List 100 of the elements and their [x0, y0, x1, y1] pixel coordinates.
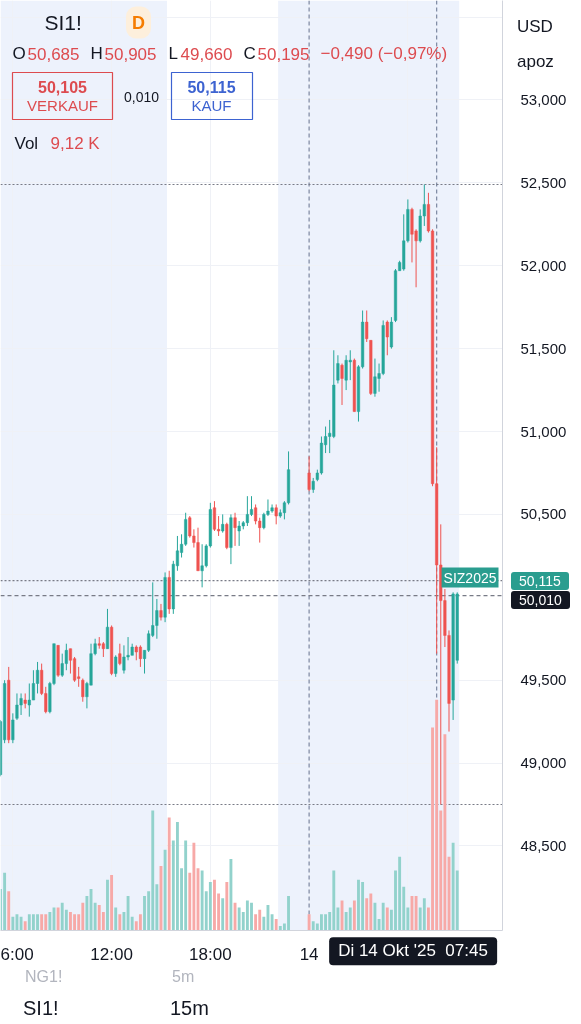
bar [93, 902, 97, 931]
annotation: 50,905 [104, 44, 157, 64]
candlestick [15, 692, 19, 721]
bar [254, 914, 258, 931]
bar [40, 914, 44, 931]
x-tick-label: 12:00 [90, 944, 133, 964]
candlestick [365, 310, 369, 343]
y-tick-label: 51,500 [520, 339, 567, 357]
candlestick [105, 608, 110, 650]
bar [56, 907, 60, 931]
bar [311, 921, 315, 931]
bar [192, 842, 196, 931]
bar [262, 916, 266, 931]
bar [184, 840, 188, 931]
bar [357, 879, 360, 931]
bar [398, 856, 402, 931]
text: 5m [172, 967, 195, 987]
x-tick-label: 6:00 [0, 944, 34, 964]
annotation: D [132, 12, 145, 33]
annotation: H [90, 44, 103, 63]
bar [287, 895, 290, 931]
candlestick [114, 654, 118, 678]
annotation: 9,12 K [50, 134, 101, 153]
bar [167, 817, 171, 931]
x-tick-label: 14 [299, 944, 319, 964]
candlestick [336, 354, 340, 384]
bar [44, 914, 48, 931]
candlestick [237, 520, 241, 547]
bar [278, 925, 282, 931]
text: SI1! [44, 11, 82, 34]
y-tick-label: 52,000 [520, 256, 567, 274]
annotation: SIZ2025 [443, 569, 497, 586]
y-tick-label: 49,500 [520, 671, 567, 689]
bar [110, 875, 114, 931]
bar [237, 907, 241, 931]
x-tick-label: 18:00 [189, 944, 232, 964]
annotation: VERKAUF [27, 97, 98, 114]
bar [3, 872, 7, 931]
y-tick-label: 53,000 [520, 90, 567, 108]
candlestick [385, 319, 389, 356]
bar [274, 918, 278, 931]
bar [229, 858, 233, 931]
annotation: O [12, 44, 26, 63]
y-tick-label: 48,500 [520, 836, 567, 854]
bar [143, 895, 146, 931]
annotation: 50,115 [187, 78, 236, 96]
bar [81, 902, 85, 931]
y-tick-label: 50,500 [520, 505, 567, 523]
bar [23, 921, 27, 931]
bar [27, 914, 31, 931]
candlestick [344, 354, 348, 391]
bar [422, 898, 426, 931]
bar [114, 907, 118, 931]
annotation: C [243, 44, 256, 63]
bar [324, 914, 328, 931]
bar [245, 900, 249, 931]
bar [414, 895, 418, 931]
bar [73, 914, 77, 931]
candlestick [270, 503, 274, 514]
text: USD [517, 17, 553, 37]
candlestick [221, 513, 225, 534]
bar [208, 882, 212, 931]
bar [85, 895, 89, 931]
annotation: −0,490 (−0,97%) [320, 44, 448, 63]
bar [138, 914, 142, 931]
candlestick [225, 522, 229, 550]
bar [381, 902, 385, 931]
candlestick [307, 455, 311, 492]
annotation: KAUF [191, 97, 232, 114]
candlestick [19, 692, 23, 716]
annotation: 49,660 [180, 44, 233, 64]
candlestick [159, 603, 163, 621]
bar [250, 902, 253, 931]
bar [221, 898, 225, 931]
y-tick-label: 52,500 [520, 173, 567, 191]
text: 50,115 [511, 571, 569, 591]
y-tick-label: 51,000 [520, 422, 567, 440]
bar [369, 893, 373, 931]
annotation: 50,685 [27, 44, 80, 64]
bar [106, 879, 109, 931]
bar [69, 912, 72, 931]
bar [60, 902, 64, 931]
bar [7, 891, 11, 931]
candlestick [81, 678, 85, 703]
bar [19, 916, 23, 931]
candlestick [118, 643, 122, 666]
candlestick [245, 495, 249, 527]
candlestick [155, 598, 159, 640]
bar [361, 882, 365, 931]
bar [11, 916, 15, 931]
annotation: 50,195 [257, 44, 310, 64]
bar [348, 907, 352, 931]
candlestick [340, 363, 344, 406]
bar [225, 882, 229, 931]
bar [118, 914, 122, 931]
text: NG1! [25, 967, 63, 987]
candlestick [60, 653, 64, 678]
bar [151, 810, 155, 931]
bar [200, 870, 204, 931]
bar [451, 842, 455, 931]
